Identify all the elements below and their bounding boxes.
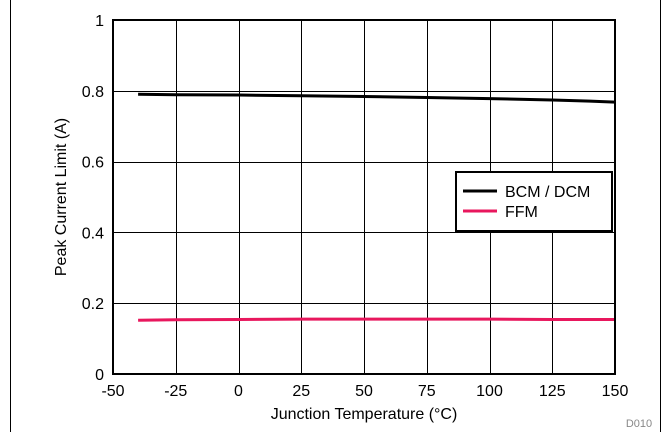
x-tick-label: 100 <box>476 383 503 400</box>
y-tick-label: 0.8 <box>82 84 104 101</box>
legend: BCM / DCM FFM <box>455 171 613 232</box>
y-tick-label: 0 <box>95 367 104 384</box>
series-layer <box>138 92 616 322</box>
x-tick-label: 150 <box>602 383 629 400</box>
legend-label: FFM <box>505 204 538 221</box>
y-tick-label: 0.2 <box>82 296 104 313</box>
legend-label: BCM / DCM <box>505 184 590 201</box>
y-tick-label: 0.4 <box>82 225 104 242</box>
y-axis-title: Peak Current Limit (A) <box>53 118 70 276</box>
x-tick-label: 25 <box>292 383 310 400</box>
legend-box <box>455 171 613 232</box>
x-tick-label: -25 <box>164 383 187 400</box>
figure-id-watermark: D010 <box>626 418 652 430</box>
series-line-bcm-dcm <box>138 92 616 104</box>
plot-area-border <box>112 19 616 375</box>
grid <box>113 20 615 374</box>
series-line-ffm <box>138 317 615 322</box>
x-axis-title: Junction Temperature (°C) <box>271 406 458 423</box>
x-tick-label: -50 <box>101 383 124 400</box>
x-tick-label: 0 <box>234 383 243 400</box>
y-tick-label: 0.6 <box>82 155 104 172</box>
x-tick-label: 75 <box>418 383 436 400</box>
y-tick-label: 1 <box>95 13 104 30</box>
x-tick-label: 125 <box>539 383 566 400</box>
tick-labels: -50 -25 0 25 50 75 100 125 150 0 0.2 0.4 0.6 0.8 1 <box>82 13 629 400</box>
x-tick-label: 50 <box>355 383 373 400</box>
